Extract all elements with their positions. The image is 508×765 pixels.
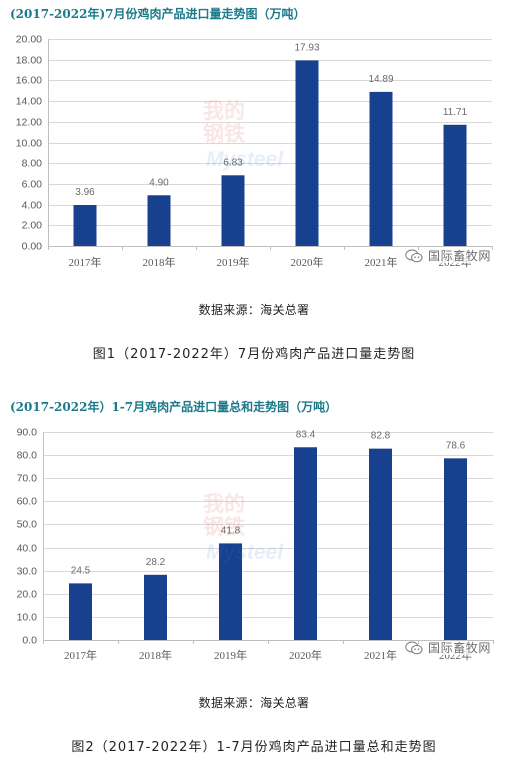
data-label-2018: 4.90 — [149, 177, 169, 188]
y-tick-label: 20.0 — [17, 588, 38, 600]
logo-watermark-latin: Mysteel — [206, 541, 284, 564]
x-tick-label-2018: 2018年 — [139, 648, 172, 662]
y-tick-label: 4.00 — [22, 199, 43, 211]
x-tick-label-2020: 2020年 — [289, 648, 322, 662]
y-tick-label: 2.00 — [22, 219, 43, 231]
data-label-2022: 11.71 — [443, 107, 468, 118]
y-tick-label: 8.00 — [22, 157, 43, 169]
y-tick-label: 14.00 — [16, 95, 42, 107]
y-tick-label: 18.00 — [16, 54, 42, 66]
bar-2019 — [219, 543, 242, 640]
x-tick-label-2021: 2021年 — [365, 255, 398, 269]
x-tick-label-2019: 2019年 — [214, 648, 247, 662]
y-tick-label: 10.0 — [17, 611, 38, 623]
chart-1-title: (2017-2022年)7月份鸡肉产品进口量走势图（万吨） — [10, 7, 306, 21]
x-tick-label-2017: 2017年 — [69, 255, 102, 269]
data-label-2021: 82.8 — [371, 431, 391, 442]
y-tick-label: 20.00 — [16, 33, 42, 45]
logo-watermark-cn-bottom: 钢铁 — [203, 515, 245, 539]
figure-caption-1: 图1（2017-2022年）7月份鸡肉产品进口量走势图 — [92, 347, 416, 362]
data-label-2017: 3.96 — [75, 187, 95, 198]
logo-watermark-cn-top: 我的 — [203, 492, 245, 516]
bar-2017 — [69, 583, 92, 640]
bar-2020 — [294, 447, 317, 640]
bar-2021 — [369, 448, 392, 640]
x-tick-label-2021: 2021年 — [364, 648, 397, 662]
x-tick-label-2017: 2017年 — [64, 648, 97, 662]
bar-2022 — [444, 458, 467, 640]
logo-watermark-cn-bottom: 钢铁 — [203, 122, 245, 146]
data-source-caption-1: 数据来源：海关总署 — [198, 303, 310, 317]
y-tick-label: 90.0 — [17, 426, 38, 438]
data-source-caption-2: 数据来源：海关总署 — [198, 696, 310, 710]
watermark-text: 国际畜牧网 — [427, 641, 493, 655]
bar-2018 — [147, 195, 171, 246]
bar-2018 — [144, 574, 167, 640]
data-label-2020: 83.4 — [296, 429, 316, 440]
y-tick-label: 6.00 — [22, 178, 43, 190]
data-label-2020: 17.93 — [294, 42, 319, 53]
y-tick-label: 40.0 — [17, 542, 38, 554]
y-tick-label: 60.0 — [17, 495, 38, 507]
y-tick-label: 0.00 — [22, 240, 43, 252]
logo-watermark-latin: Mysteel — [206, 148, 284, 171]
bar-2017 — [73, 205, 97, 246]
y-tick-label: 70.0 — [17, 472, 38, 484]
x-tick-label-2020: 2020年 — [291, 255, 324, 269]
y-tick-label: 50.0 — [17, 518, 38, 530]
logo-watermark-cn-top: 我的 — [203, 99, 245, 123]
y-tick-label: 80.0 — [17, 449, 38, 461]
chart-2-plot: 0.0 10.0 20.0 30.0 40.0 50.0 60.0 70.0 80.0 90.0 2… — [17, 426, 494, 662]
y-tick-label: 10.00 — [16, 137, 42, 149]
y-tick-label: 12.00 — [16, 116, 42, 128]
data-label-2018: 28.2 — [146, 557, 166, 568]
wechat-icon — [405, 641, 423, 655]
y-tick-label: 30.0 — [17, 565, 38, 577]
data-label-2022: 78.6 — [446, 440, 466, 451]
x-tick-label-2019: 2019年 — [217, 255, 250, 269]
x-tick-label-2018: 2018年 — [143, 255, 176, 269]
chart-2-title: (2017-2022年）1-7月鸡肉产品进口量总和走势图（万吨） — [10, 400, 338, 414]
bar-2019 — [221, 175, 245, 246]
y-tick-label: 0.0 — [22, 634, 37, 646]
figure-caption-2: 图2（2017-2022年）1-7月份鸡肉产品进口量总和走势图 — [71, 740, 437, 755]
bar-2021 — [369, 91, 393, 247]
data-label-2021: 14.89 — [368, 74, 393, 85]
bar-2020 — [295, 60, 319, 246]
wechat-icon — [405, 249, 423, 263]
bar-2022 — [443, 124, 467, 246]
watermark-text: 国际畜牧网 — [427, 249, 493, 263]
data-label-2019: 41.8 — [221, 525, 241, 536]
data-label-2019: 6.83 — [223, 157, 243, 168]
data-label-2017: 24.5 — [71, 565, 91, 576]
y-tick-label: 16.00 — [16, 74, 42, 86]
